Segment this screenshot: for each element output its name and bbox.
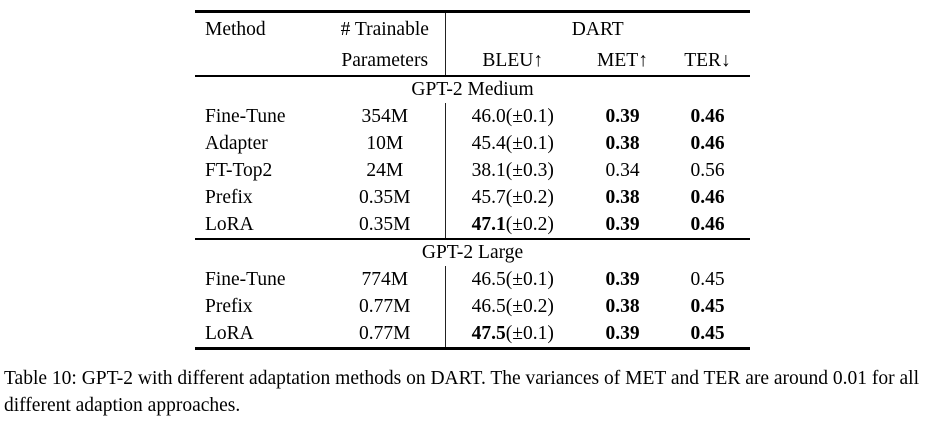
bleu-variance: (±0.1) <box>505 106 554 127</box>
header-row-2: Parameters BLEU↑ MET↑ TER↓ <box>195 47 751 77</box>
met-cell: 0.38 <box>605 133 640 154</box>
bleu-variance: (±0.1) <box>505 269 554 290</box>
bleu-variance: (±0.1) <box>505 133 554 154</box>
bleu-cell: 47.1(±0.2) <box>444 211 580 239</box>
table-row: Adapter 10M 45.4(±0.1) 0.38 0.46 <box>195 130 750 157</box>
bleu-cell: 38.1(±0.3) <box>444 157 580 184</box>
met-cell: 0.39 <box>605 323 640 344</box>
bleu-variance: (±0.3) <box>505 160 554 181</box>
section-header-gpt2-medium: GPT-2 Medium <box>195 76 750 103</box>
header-params-line1: # Trainable <box>340 19 429 40</box>
header-params-line2: Parameters <box>325 47 445 77</box>
header-metric-bleu: BLEU↑ <box>444 47 580 77</box>
met-cell: 0.38 <box>605 187 640 208</box>
method-cell: Prefix <box>205 187 253 208</box>
section-title-label: GPT-2 Large <box>195 238 751 266</box>
ter-cell: 0.45 <box>690 323 725 344</box>
table-row: Prefix 0.77M 46.5(±0.2) 0.38 0.45 <box>195 293 750 320</box>
params-cell: 0.35M <box>359 187 411 208</box>
met-cell: 0.39 <box>605 106 640 127</box>
bleu-value: 45.4 <box>471 133 506 154</box>
params-cell: 24M <box>366 160 404 181</box>
ter-cell: 0.46 <box>690 214 725 235</box>
bleu-cell: 47.5(±0.1) <box>444 320 580 349</box>
met-cell: 0.39 <box>605 269 640 290</box>
table-row: LoRA 0.77M 47.5(±0.1) 0.39 0.45 <box>195 320 750 349</box>
bleu-value: 45.7 <box>471 187 506 208</box>
bleu-variance: (±0.2) <box>505 187 554 208</box>
bleu-cell: 45.4(±0.1) <box>444 130 580 157</box>
table-row: LoRA 0.35M 47.1(±0.2) 0.39 0.46 <box>195 211 750 239</box>
ter-cell: 0.56 <box>690 160 725 181</box>
bleu-cell: 46.5(±0.2) <box>444 293 580 320</box>
bleu-value: 46.5 <box>471 296 506 317</box>
ter-cell: 0.46 <box>690 187 725 208</box>
bleu-cell: 46.5(±0.1) <box>444 266 580 293</box>
method-cell: Fine-Tune <box>205 106 286 127</box>
bleu-cell: 45.7(±0.2) <box>444 184 580 211</box>
params-cell: 0.35M <box>359 214 411 235</box>
bleu-value: 46.5 <box>471 269 506 290</box>
ter-cell: 0.45 <box>690 269 725 290</box>
params-cell: 774M <box>361 269 409 290</box>
table-row: Prefix 0.35M 45.7(±0.2) 0.38 0.46 <box>195 184 750 211</box>
met-cell: 0.39 <box>605 214 640 235</box>
method-cell: Adapter <box>205 133 268 154</box>
table-header: Method # Trainable DART Parameters BLEU↑… <box>195 11 751 77</box>
ter-cell: 0.46 <box>690 106 725 127</box>
table-row: Fine-Tune 354M 46.0(±0.1) 0.39 0.46 <box>195 103 750 130</box>
section-header-gpt2-large: GPT-2 Large <box>195 238 751 266</box>
results-table: Method # Trainable DART Parameters BLEU↑… <box>195 10 751 350</box>
ter-cell: 0.46 <box>690 133 725 154</box>
params-cell: 0.77M <box>359 296 411 317</box>
method-cell: Fine-Tune <box>205 269 286 290</box>
method-cell: Prefix <box>205 296 253 317</box>
ter-cell: 0.45 <box>690 296 725 317</box>
method-cell: LoRA <box>205 323 254 344</box>
table-row: Fine-Tune 774M 46.5(±0.1) 0.39 0.45 <box>195 266 750 293</box>
params-cell: 354M <box>361 106 409 127</box>
bleu-variance: (±0.2) <box>505 296 554 317</box>
header-row-1: Method # Trainable DART <box>195 11 751 47</box>
header-method: Method <box>205 19 266 40</box>
header-group-dart: DART <box>444 11 751 47</box>
section-title-label: GPT-2 Medium <box>411 79 534 100</box>
table-caption: Table 10: GPT-2 with different adaptatio… <box>4 368 920 416</box>
bleu-value: 38.1 <box>471 160 506 181</box>
header-method-spacer <box>195 47 325 77</box>
bleu-value: 47.1 <box>471 214 506 235</box>
method-cell: LoRA <box>205 214 254 235</box>
bleu-value: 46.0 <box>471 106 506 127</box>
header-metric-ter: TER↓ <box>665 47 751 77</box>
bleu-variance: (±0.1) <box>505 323 554 344</box>
params-cell: 0.77M <box>359 323 411 344</box>
bleu-value: 47.5 <box>471 323 506 344</box>
met-cell: 0.38 <box>605 296 640 317</box>
table-row: FT-Top2 24M 38.1(±0.3) 0.34 0.56 <box>195 157 750 184</box>
method-cell: FT-Top2 <box>205 160 273 181</box>
bleu-cell: 46.0(±0.1) <box>444 103 580 130</box>
bleu-variance: (±0.2) <box>505 214 554 235</box>
params-cell: 10M <box>366 133 404 154</box>
header-metric-met: MET↑ <box>580 47 665 77</box>
met-cell: 0.34 <box>605 160 640 181</box>
